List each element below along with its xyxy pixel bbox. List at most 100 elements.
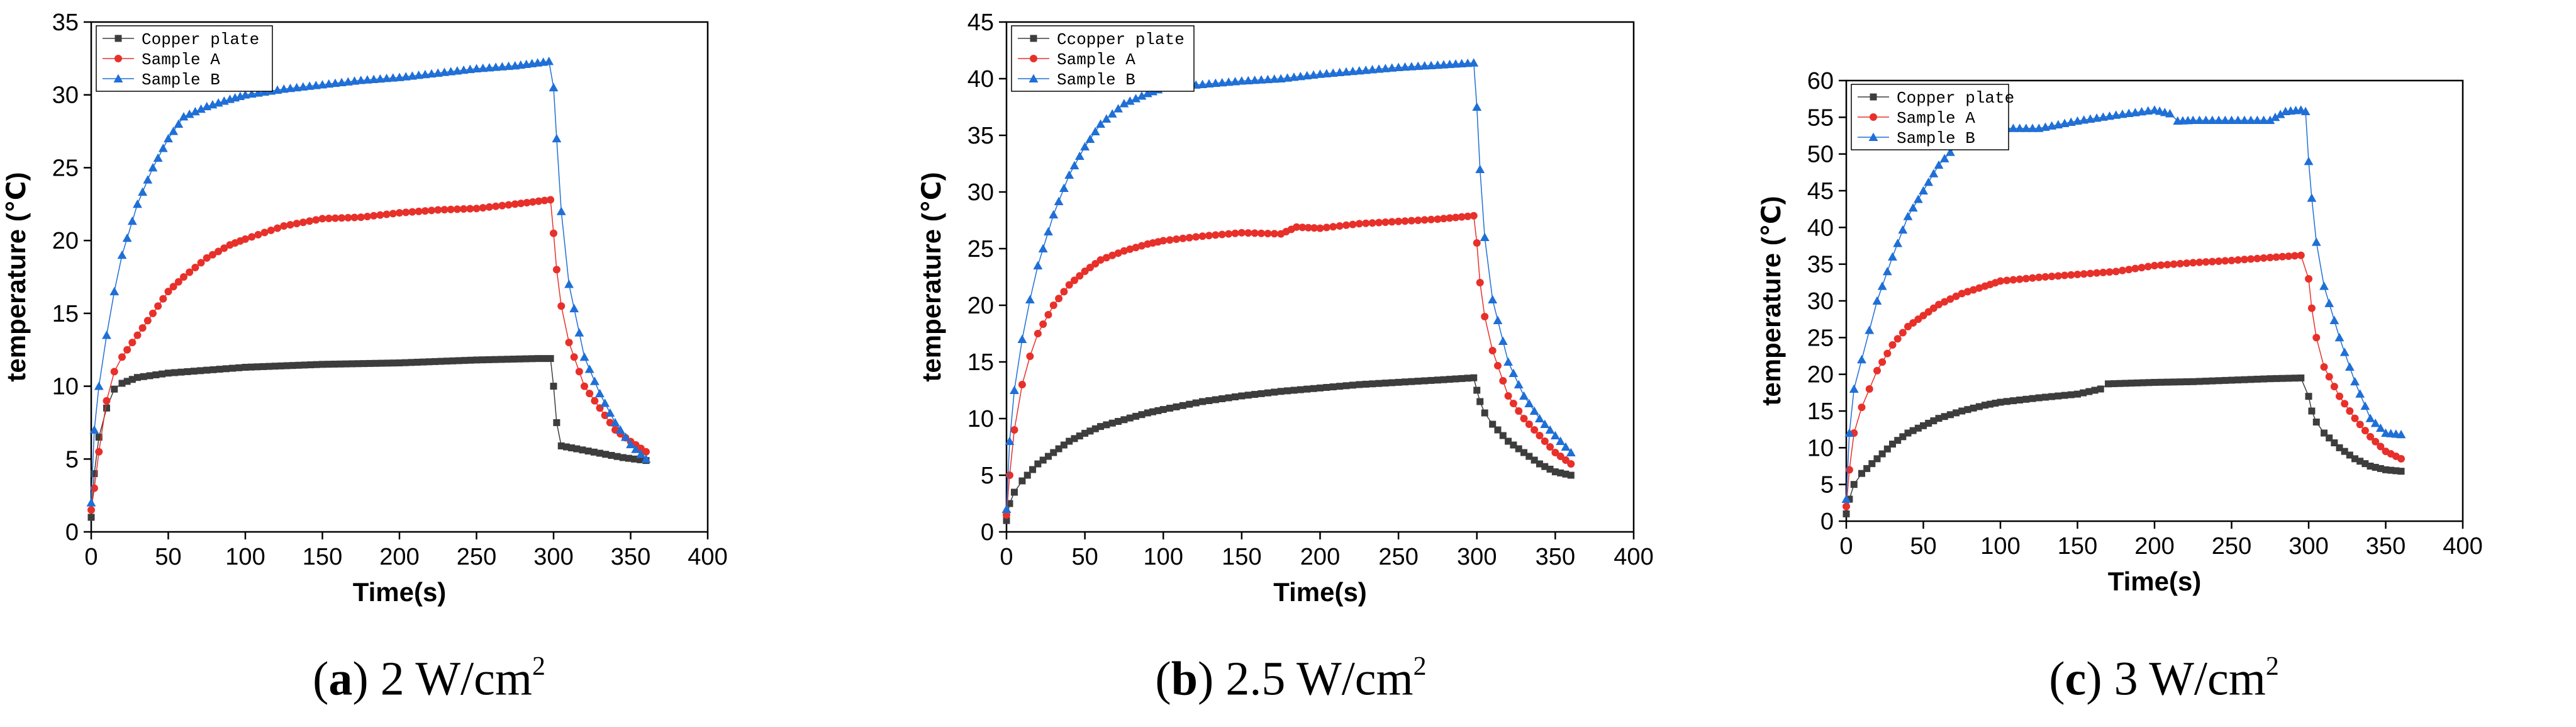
data-point-c-0-72 [2267, 375, 2274, 383]
y-tick-label-a-5: 25 [52, 155, 79, 181]
data-point-c-2-42 [2085, 114, 2095, 123]
data-point-c-1-51 [2144, 262, 2152, 271]
data-point-b-2-7 [1044, 227, 1053, 235]
data-point-a-0-62 [461, 357, 469, 364]
data-point-b-2-4 [1025, 295, 1035, 303]
data-point-a-0-21 [216, 366, 223, 373]
data-point-a-0-72 [522, 355, 530, 363]
y-tick-label-b-9: 45 [967, 9, 994, 36]
data-point-b-2-68 [1420, 61, 1430, 70]
data-point-c-2-10 [1898, 225, 1908, 234]
data-point-b-1-82 [1493, 362, 1502, 369]
data-point-b-2-2 [1010, 385, 1019, 394]
data-point-a-0-90 [619, 454, 627, 461]
y-tick-label-b-3: 15 [967, 349, 994, 376]
data-point-b-0-57 [1342, 382, 1350, 390]
data-point-b-0-96 [1567, 471, 1575, 479]
data-point-b-1-58 [1349, 220, 1357, 228]
data-point-b-2-55 [1335, 67, 1345, 77]
data-point-b-0-84 [1505, 437, 1512, 445]
data-point-a-1-57 [428, 206, 436, 215]
data-point-c-0-26 [1982, 402, 1988, 409]
data-point-a-1-6 [123, 346, 131, 354]
data-point-a-1-78 [552, 266, 560, 274]
data-point-a-0-4 [111, 385, 118, 393]
data-point-b-2-39 [1230, 77, 1240, 86]
x-axis-title-c: Time(s) [2108, 566, 2202, 596]
data-point-b-2-13 [1074, 151, 1084, 160]
data-point-c-1-36 [2048, 273, 2056, 281]
x-tick-label-a-0: 0 [84, 544, 98, 570]
legend-label-a-2: Sample B [142, 70, 220, 89]
data-point-b-2-59 [1361, 65, 1371, 74]
y-tick-label-c-7: 35 [1807, 252, 1834, 278]
data-point-a-2-68 [497, 62, 507, 70]
y-tick-label-a-4: 20 [52, 228, 79, 254]
data-point-b-1-38 [1225, 230, 1233, 238]
data-point-b-1-28 [1159, 237, 1168, 245]
data-point-c-0-77 [2297, 375, 2305, 381]
data-point-c-0-85 [2341, 448, 2348, 455]
data-point-c-2-11 [1903, 211, 1913, 220]
data-point-b-1-12 [1071, 276, 1079, 285]
series-c-1 [1843, 251, 2405, 510]
data-point-b-2-23 [1131, 94, 1141, 103]
legend-marker-a-2 [113, 74, 123, 82]
data-point-b-1-33 [1192, 233, 1200, 241]
data-point-c-1-75 [2297, 251, 2305, 259]
data-point-a-2-85 [589, 376, 599, 385]
data-point-b-0-37 [1212, 396, 1219, 403]
data-point-c-0-25 [1975, 403, 1983, 410]
data-point-c-1-77 [2307, 304, 2316, 312]
data-point-c-0-96 [2397, 468, 2405, 475]
data-point-b-1-88 [1525, 420, 1533, 428]
data-point-b-1-50 [1298, 223, 1307, 232]
data-point-c-1-72 [2278, 252, 2287, 261]
data-point-a-0-44 [354, 360, 362, 368]
data-point-b-1-32 [1185, 234, 1193, 242]
data-point-c-0-68 [2241, 376, 2248, 383]
data-point-b-0-71 [1434, 376, 1441, 384]
data-point-c-0-5 [1868, 460, 1876, 468]
data-point-c-0-15 [1920, 422, 1927, 429]
data-point-b-2-24 [1137, 91, 1147, 100]
data-point-b-0-42 [1244, 392, 1252, 399]
data-point-a-0-67 [491, 356, 499, 363]
data-point-c-0-2 [1850, 481, 1858, 488]
x-tick-label-c-2: 100 [1980, 533, 2020, 560]
data-point-c-0-6 [1873, 455, 1881, 463]
data-point-b-0-78 [1473, 386, 1481, 394]
data-point-a-0-19 [203, 366, 211, 374]
data-point-b-1-79 [1476, 279, 1484, 286]
data-point-c-2-7 [1882, 266, 1892, 276]
data-point-c-0-32 [2016, 397, 2024, 403]
data-point-a-2-48 [369, 74, 379, 83]
data-point-a-1-3 [103, 397, 111, 405]
y-tick-label-b-0: 0 [981, 519, 994, 546]
data-point-b-2-88 [1529, 406, 1539, 415]
data-point-b-2-95 [1566, 448, 1576, 456]
data-point-a-1-87 [601, 411, 609, 419]
data-point-c-1-44 [2099, 268, 2107, 276]
data-point-a-2-38 [304, 81, 315, 90]
legend-label-c-2: Sample B [1897, 129, 1975, 148]
data-point-b-2-3 [1017, 334, 1027, 343]
data-point-b-2-85 [1514, 380, 1524, 388]
data-point-c-2-50 [2137, 106, 2147, 116]
data-point-b-1-76 [1464, 212, 1472, 220]
data-point-c-2-49 [2130, 108, 2140, 116]
data-point-b-0-36 [1205, 397, 1213, 404]
data-point-c-2-85 [2334, 332, 2345, 342]
data-point-a-1-8 [133, 331, 142, 339]
data-point-a-1-69 [505, 201, 513, 209]
data-point-c-1-90 [2377, 442, 2385, 451]
data-point-b-2-17 [1096, 119, 1105, 128]
data-point-a-2-81 [569, 303, 579, 313]
data-point-a-2-87 [600, 398, 610, 407]
data-point-b-0-65 [1395, 378, 1402, 386]
data-point-c-1-66 [2240, 256, 2248, 264]
series-a-2 [86, 57, 651, 507]
data-point-c-0-62 [2202, 378, 2210, 385]
data-point-a-0-88 [608, 452, 615, 459]
data-point-a-2-18 [184, 109, 194, 118]
